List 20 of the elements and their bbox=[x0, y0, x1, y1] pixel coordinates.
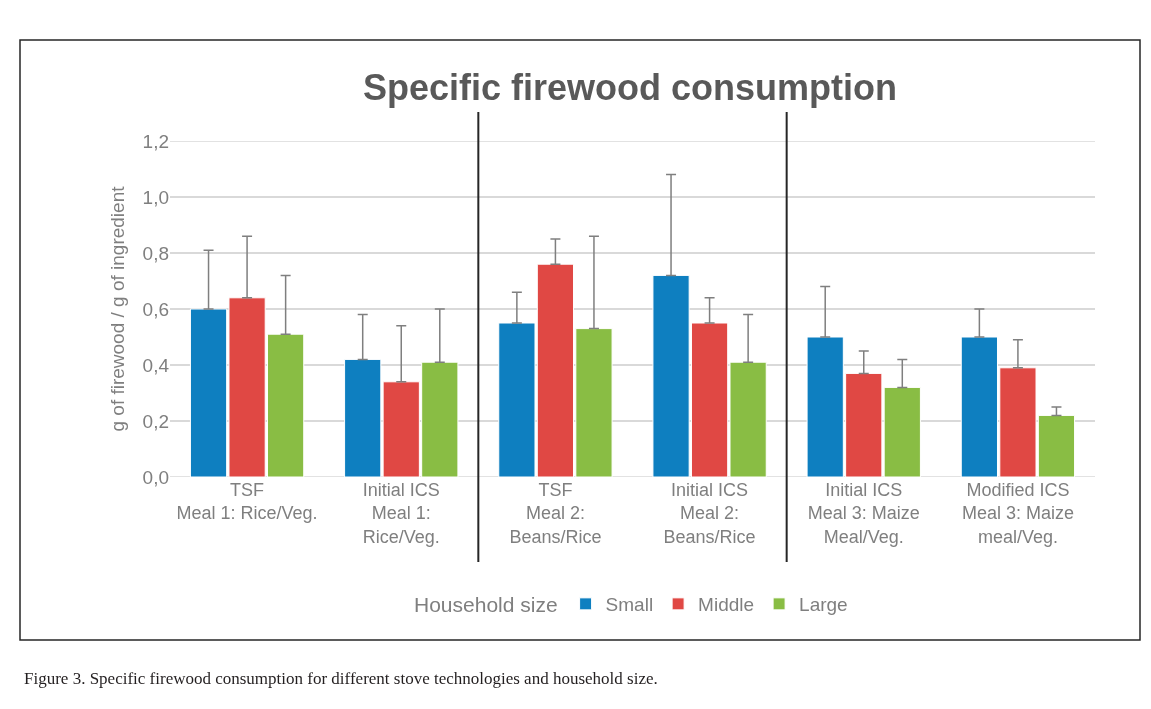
legend-label: Middle bbox=[698, 594, 755, 616]
y-tick-label: 1,0 bbox=[142, 186, 169, 208]
y-axis-title: g of firewood / g of ingredient bbox=[107, 185, 129, 432]
caption: Figure 3. Specific firewood consumption for different stove technologies and household size. bbox=[24, 669, 658, 688]
legend-label: Large bbox=[799, 594, 848, 616]
y-tick-label: 0,6 bbox=[142, 298, 169, 320]
y-tick-label: 0,8 bbox=[142, 242, 169, 264]
y-tick-label: 0,0 bbox=[142, 466, 169, 488]
x-tick-label: TSF Meal 1: Rice/Veg. bbox=[176, 480, 318, 524]
x-tick-label: TSF Meal 2: Beans/Rice bbox=[509, 480, 602, 547]
legend-title: Household size bbox=[414, 593, 558, 617]
y-tick-label: 0,4 bbox=[142, 354, 170, 376]
y-tick-label: 0,2 bbox=[142, 410, 169, 432]
x-tick-label: Initial ICS Meal 3: Maize Meal/Veg. bbox=[807, 480, 920, 547]
chart-title: Specific firewood consumption bbox=[363, 67, 898, 108]
y-tick-label: 1,2 bbox=[142, 130, 169, 152]
legend-label: Small bbox=[605, 594, 654, 616]
x-tick-label: Modified ICS Meal 3: Maize meal/Veg. bbox=[961, 480, 1074, 547]
x-tick-label: Initial ICS Meal 1: Rice/Veg. bbox=[362, 480, 440, 547]
x-tick-label: Initial ICS Meal 2: Beans/Rice bbox=[663, 480, 756, 547]
